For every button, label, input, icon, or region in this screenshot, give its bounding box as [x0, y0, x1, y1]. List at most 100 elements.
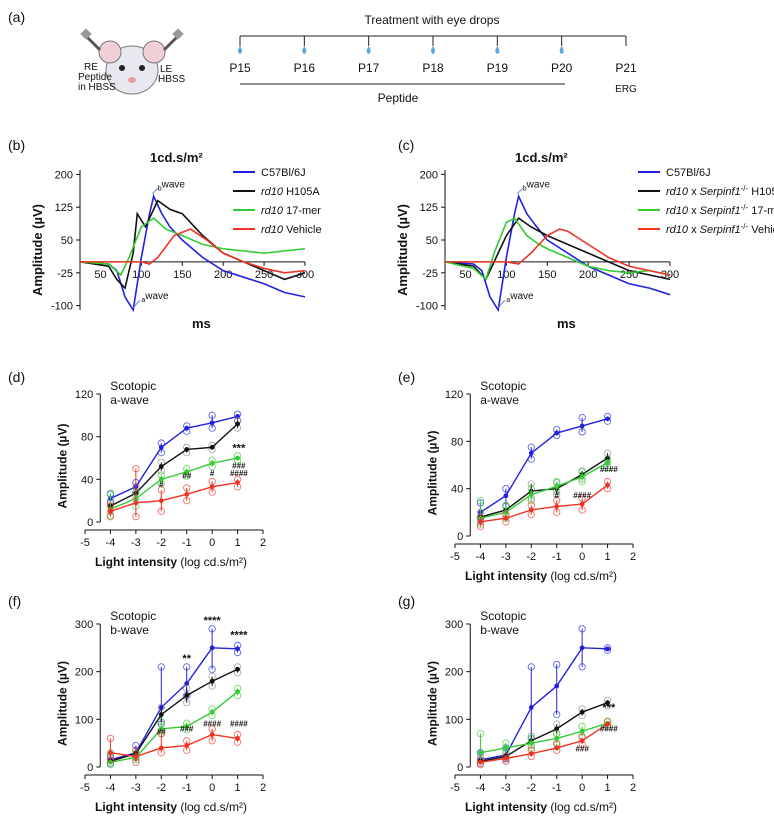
mean-point-p17 [158, 476, 164, 482]
y-axis-label: Amplitude (µV) [55, 661, 69, 746]
mean-point-wt [579, 645, 585, 651]
chart-title: Scotopic [480, 609, 526, 623]
x-tick-label: 2 [260, 537, 266, 549]
significance-mark: #### [230, 469, 248, 478]
x-tick-label: 50 [94, 269, 106, 281]
mean-point-veh [133, 500, 139, 506]
significance-mark: # [159, 480, 164, 489]
y-axis-label: Amplitude (µV) [395, 204, 410, 296]
mean-line-p17 [110, 691, 239, 763]
mean-point-p17 [503, 509, 509, 515]
mean-line-h105a [110, 668, 238, 762]
y-tick-label: 300 [445, 619, 463, 631]
mean-point-veh [478, 519, 483, 525]
drop-icon [366, 46, 371, 54]
trace-veh [80, 228, 306, 274]
y-tick-label: 50 [426, 235, 438, 247]
mean-point-h105a [158, 464, 164, 469]
mouse-le-label: LE [160, 64, 173, 75]
mouse-icon [80, 28, 184, 95]
y-tick-label: 80 [81, 432, 93, 444]
mean-point-p17 [209, 460, 215, 466]
x-tick-label: -1 [182, 537, 192, 549]
timeline-panel: RE Peptide in HBSS LE HBSS Treatment wit… [78, 13, 637, 105]
mean-point-wt [528, 450, 534, 456]
x-axis-label: Light intensity (log cd.s/m²) [465, 800, 617, 814]
x-tick-label: 2 [630, 782, 636, 794]
mean-point-h105a [579, 709, 585, 715]
timeline-day: P17 [358, 61, 380, 75]
panel-label-b: (b) [8, 137, 25, 153]
mean-point-wt [554, 430, 560, 436]
y-tick-label: 200 [55, 169, 73, 181]
mean-point-veh [605, 721, 610, 727]
mean-point-wt [605, 416, 610, 422]
y-tick-label: 120 [75, 389, 93, 401]
mean-point-wt [158, 705, 164, 710]
significance-mark: #### [573, 491, 591, 500]
trace-wt [444, 193, 671, 313]
panel-label-d: (d) [8, 369, 25, 385]
y-tick-label: 125 [420, 202, 438, 214]
mean-point-wt [579, 423, 585, 429]
mouse-le-sub: HBSS [158, 74, 186, 85]
significance-mark: ### [180, 724, 194, 733]
trace-p17 [79, 217, 306, 277]
x-tick-label: 2 [630, 551, 636, 563]
significance-mark: #### [600, 465, 618, 474]
mean-point-h105a [184, 693, 190, 698]
mean-line-h105a [480, 701, 608, 762]
x-tick-label: -2 [156, 537, 166, 549]
mean-point-veh [184, 491, 190, 497]
mean-line-wt [110, 415, 238, 500]
b-wave-label: bwave [523, 180, 551, 193]
mean-point-p17 [235, 689, 240, 695]
legend-entry: rd10 Vehicle [261, 224, 322, 236]
chart-subtitle: a-wave [480, 393, 519, 407]
x-tick-label: 1 [235, 782, 241, 794]
mean-point-veh [158, 745, 164, 751]
timeline-day: P19 [487, 61, 509, 75]
mean-point-p17 [528, 492, 534, 497]
mean-point-p17 [554, 483, 560, 489]
x-tick-label: 150 [173, 269, 191, 281]
mean-line-h105a [110, 423, 239, 507]
y-axis-label: Amplitude (µV) [30, 204, 45, 296]
x-tick-label: -2 [156, 782, 166, 794]
x-axis-label: Light intensity (log cd.s/m²) [95, 800, 247, 814]
drop-icon [238, 46, 242, 54]
x-tick-label: -4 [106, 537, 116, 549]
mean-point-h105a [605, 455, 610, 461]
x-tick-label: 1 [605, 782, 611, 794]
a-wave-label: awave [506, 291, 534, 304]
mean-point-veh [528, 751, 534, 757]
x-tick-label: 50 [459, 269, 471, 281]
x-tick-label: 0 [209, 537, 215, 549]
mean-line-wt [480, 647, 608, 761]
significance-mark: *** [232, 443, 246, 455]
legend-entry: rd10 17-mer [261, 205, 321, 217]
significance-mark: #### [600, 724, 618, 733]
y-tick-label: 100 [75, 714, 93, 726]
erg-label: ERG [615, 84, 637, 95]
panel-label-c: (c) [398, 137, 414, 153]
x-tick-label: -3 [501, 551, 511, 563]
mean-line-veh [110, 733, 238, 758]
x-tick-label: 200 [579, 269, 597, 281]
chart-title: Scotopic [110, 609, 156, 623]
mean-point-h105a [235, 421, 240, 427]
mean-point-h105a [554, 726, 560, 732]
timeline-day: P20 [551, 61, 573, 75]
mean-point-veh [158, 498, 164, 504]
legend-entry: rd10 x Serpinf1-/- 17-mer [666, 203, 774, 217]
mean-point-veh [209, 484, 215, 490]
y-tick-label: 200 [75, 667, 93, 679]
x-tick-label: 100 [497, 269, 515, 281]
mean-point-veh [579, 738, 585, 744]
x-axis-label: ms [192, 316, 211, 331]
a-wave-arrow [497, 300, 506, 309]
